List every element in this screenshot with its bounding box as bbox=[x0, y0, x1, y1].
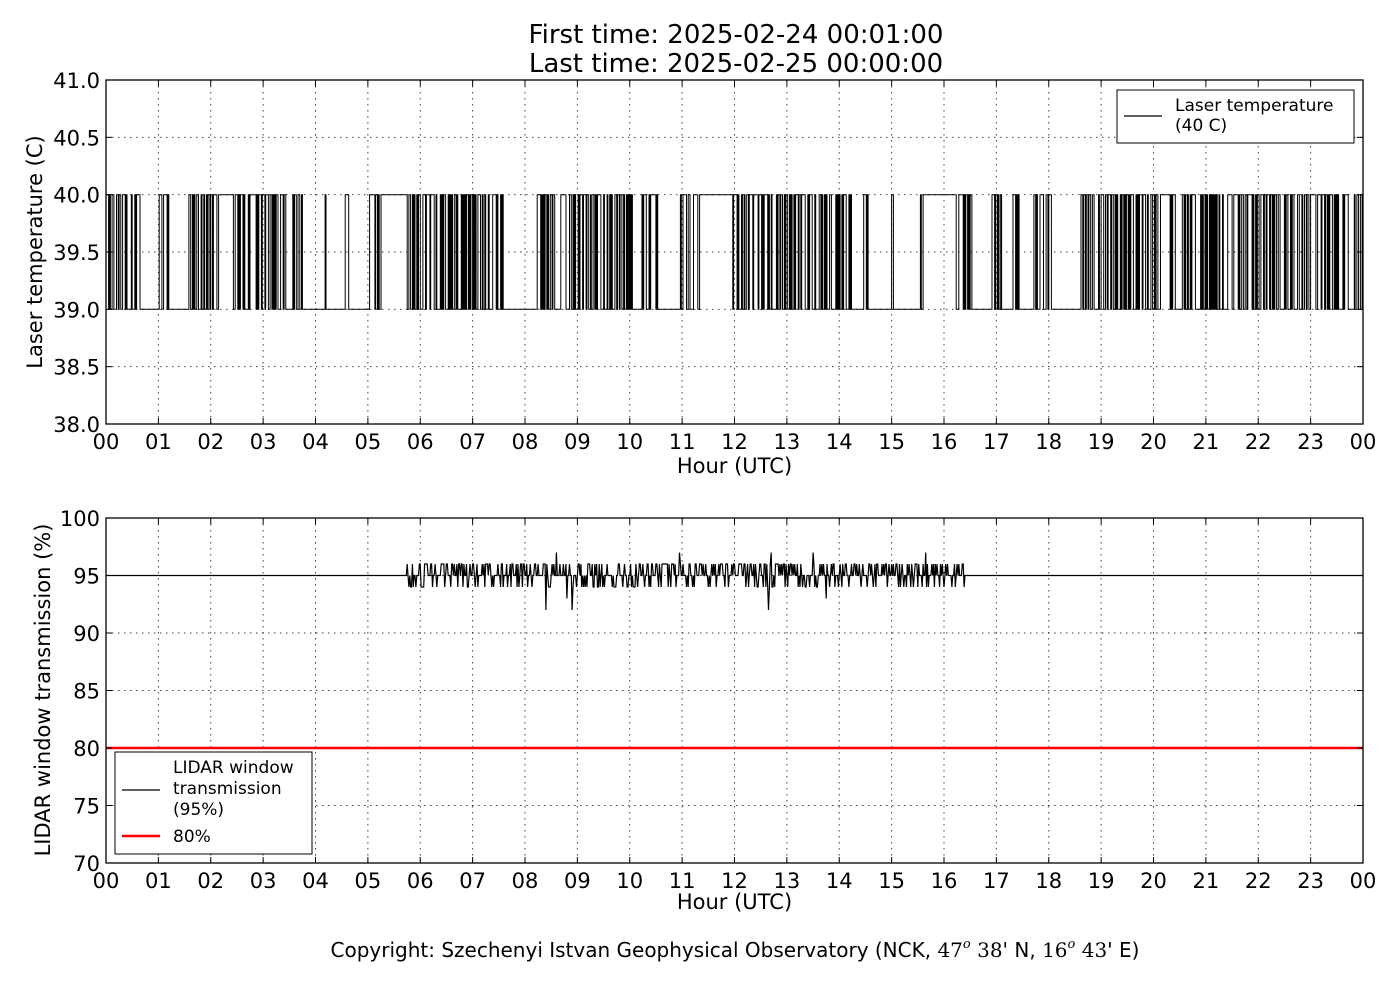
p1-x-tick-label: 08 bbox=[512, 430, 539, 454]
p1-y-tick-label: 38.0 bbox=[53, 413, 100, 437]
p2-y-tick-label: 85 bbox=[73, 680, 100, 704]
p1-x-tick-label: 04 bbox=[302, 430, 329, 454]
p2-y-tick-label: 80 bbox=[73, 737, 100, 761]
p2-x-axis-label: Hour (UTC) bbox=[677, 890, 792, 914]
p2-y-tick-label: 95 bbox=[73, 565, 100, 589]
p1-x-tick-label: 18 bbox=[1035, 430, 1062, 454]
p1-x-tick-label: 15 bbox=[878, 430, 905, 454]
p1-y-tick-label: 40.5 bbox=[53, 126, 100, 150]
p1-legend-label: Laser temperature (40 C) bbox=[1175, 96, 1339, 136]
p2-x-tick-label: 13 bbox=[774, 869, 801, 893]
p1-x-tick-label: 16 bbox=[931, 430, 958, 454]
p2-legend-label-threshold: 80% bbox=[173, 827, 211, 847]
p2-x-tick-label: 17 bbox=[983, 869, 1010, 893]
p1-x-tick-label: 21 bbox=[1193, 430, 1220, 454]
p2-x-tick-label: 22 bbox=[1245, 869, 1272, 893]
p2-legend: LIDAR window transmission (95%) 80% bbox=[114, 751, 313, 855]
p1-x-tick-label: 07 bbox=[459, 430, 486, 454]
p2-x-tick-label: 09 bbox=[564, 869, 591, 893]
p2-x-tick-label: 14 bbox=[826, 869, 853, 893]
p1-x-tick-label: 00 bbox=[1350, 430, 1377, 454]
lidar-transmission-line bbox=[106, 552, 1363, 611]
p1-x-tick-label: 10 bbox=[616, 430, 643, 454]
p2-x-tick-label: 03 bbox=[250, 869, 277, 893]
p1-x-tick-label: 22 bbox=[1245, 430, 1272, 454]
p1-x-tick-label: 12 bbox=[721, 430, 748, 454]
p1-x-tick-label: 02 bbox=[197, 430, 224, 454]
p2-x-tick-label: 10 bbox=[616, 869, 643, 893]
p2-x-tick-label: 20 bbox=[1140, 869, 1167, 893]
p2-x-tick-label: 00 bbox=[1350, 869, 1377, 893]
p2-x-tick-label: 16 bbox=[931, 869, 958, 893]
p2-x-tick-label: 05 bbox=[355, 869, 382, 893]
p2-legend-label-transmission: LIDAR window transmission (95%) bbox=[173, 758, 299, 820]
p1-y-tick-label: 40.0 bbox=[53, 184, 100, 208]
p1-x-tick-label: 20 bbox=[1140, 430, 1167, 454]
p2-x-tick-label: 21 bbox=[1193, 869, 1220, 893]
p1-x-axis-label: Hour (UTC) bbox=[677, 454, 792, 478]
p1-x-tick-label: 00 bbox=[93, 430, 120, 454]
laser-temperature-line bbox=[106, 194, 1364, 310]
p1-y-tick-label: 39.0 bbox=[53, 298, 100, 322]
p1-y-axis-label: Laser temperature (C) bbox=[23, 135, 47, 368]
lidar-transmission-panel: 00 01 02 03 04 05 06 07 08 09 10 11 12 13 14 15 16 17 18 19… bbox=[31, 507, 1376, 914]
p2-x-tick-label: 08 bbox=[512, 869, 539, 893]
p2-y-axis-label: LIDAR window transmission (%) bbox=[31, 524, 55, 857]
p2-x-tick-label: 15 bbox=[878, 869, 905, 893]
p1-legend-label-line1: Laser temperature bbox=[1175, 96, 1333, 116]
p1-y-tick-label: 41.0 bbox=[53, 69, 100, 93]
p1-x-tick-label: 05 bbox=[355, 430, 382, 454]
p2-x-tick-label: 12 bbox=[721, 869, 748, 893]
p2-x-tick-label: 01 bbox=[145, 869, 172, 893]
p2-x-tick-label: 19 bbox=[1088, 869, 1115, 893]
p1-x-tick-label: 06 bbox=[407, 430, 434, 454]
p2-y-tick-label: 70 bbox=[73, 852, 100, 876]
p1-x-tick-label: 09 bbox=[564, 430, 591, 454]
chart-title: First time: 2025-02-24 00:01:00 bbox=[529, 20, 944, 50]
laser-temperature-series bbox=[106, 194, 1364, 310]
p2-x-tick-label: 18 bbox=[1035, 869, 1062, 893]
p2-legend-label-line1: LIDAR window bbox=[173, 758, 294, 778]
p1-legend: Laser temperature (40 C) bbox=[1116, 89, 1355, 144]
p1-x-tick-label: 13 bbox=[774, 430, 801, 454]
p2-x-tick-label: 11 bbox=[669, 869, 696, 893]
p2-ticks: 00 01 02 03 04 05 06 07 08 09 10 11 12 13 14 15 16 17 18 19… bbox=[60, 507, 1376, 893]
p2-legend-label-line3: (95%) bbox=[173, 800, 224, 820]
p1-x-tick-label: 03 bbox=[250, 430, 277, 454]
p2-x-tick-label: 06 bbox=[407, 869, 434, 893]
p1-x-tick-label: 14 bbox=[826, 430, 853, 454]
p2-x-tick-label: 07 bbox=[459, 869, 486, 893]
p2-x-tick-label: 02 bbox=[197, 869, 224, 893]
p1-x-tick-label: 11 bbox=[669, 430, 696, 454]
p1-x-tick-label: 23 bbox=[1297, 430, 1324, 454]
p2-x-tick-label: 00 bbox=[93, 869, 120, 893]
p1-x-tick-label: 19 bbox=[1088, 430, 1115, 454]
p1-legend-label-line2: (40 C) bbox=[1175, 116, 1227, 136]
p1-x-tick-label: 17 bbox=[983, 430, 1010, 454]
p1-y-tick-label: 38.5 bbox=[53, 356, 100, 380]
p1-ticks: 00 01 02 03 04 05 06 07 08 09 10 11 12 13 14 15 16 17 18 19… bbox=[53, 69, 1376, 454]
p2-y-tick-label: 100 bbox=[60, 507, 100, 531]
lidar-transmission-series bbox=[106, 552, 1363, 750]
p2-y-tick-label: 75 bbox=[73, 795, 100, 819]
p2-x-tick-label: 23 bbox=[1297, 869, 1324, 893]
chart-subtitle: Last time: 2025-02-25 00:00:00 bbox=[529, 49, 943, 79]
p1-y-tick-label: 39.5 bbox=[53, 241, 100, 265]
copyright-text: Copyright: Szechenyi Istvan Geophysical … bbox=[331, 937, 1140, 962]
p2-x-tick-label: 04 bbox=[302, 869, 329, 893]
laser-temperature-panel: 00 01 02 03 04 05 06 07 08 09 10 11 12 13 14 15 16 17 18 19… bbox=[23, 69, 1376, 478]
p2-legend-label-line2: transmission bbox=[173, 779, 282, 799]
p1-x-tick-label: 01 bbox=[145, 430, 172, 454]
p2-y-tick-label: 90 bbox=[73, 622, 100, 646]
